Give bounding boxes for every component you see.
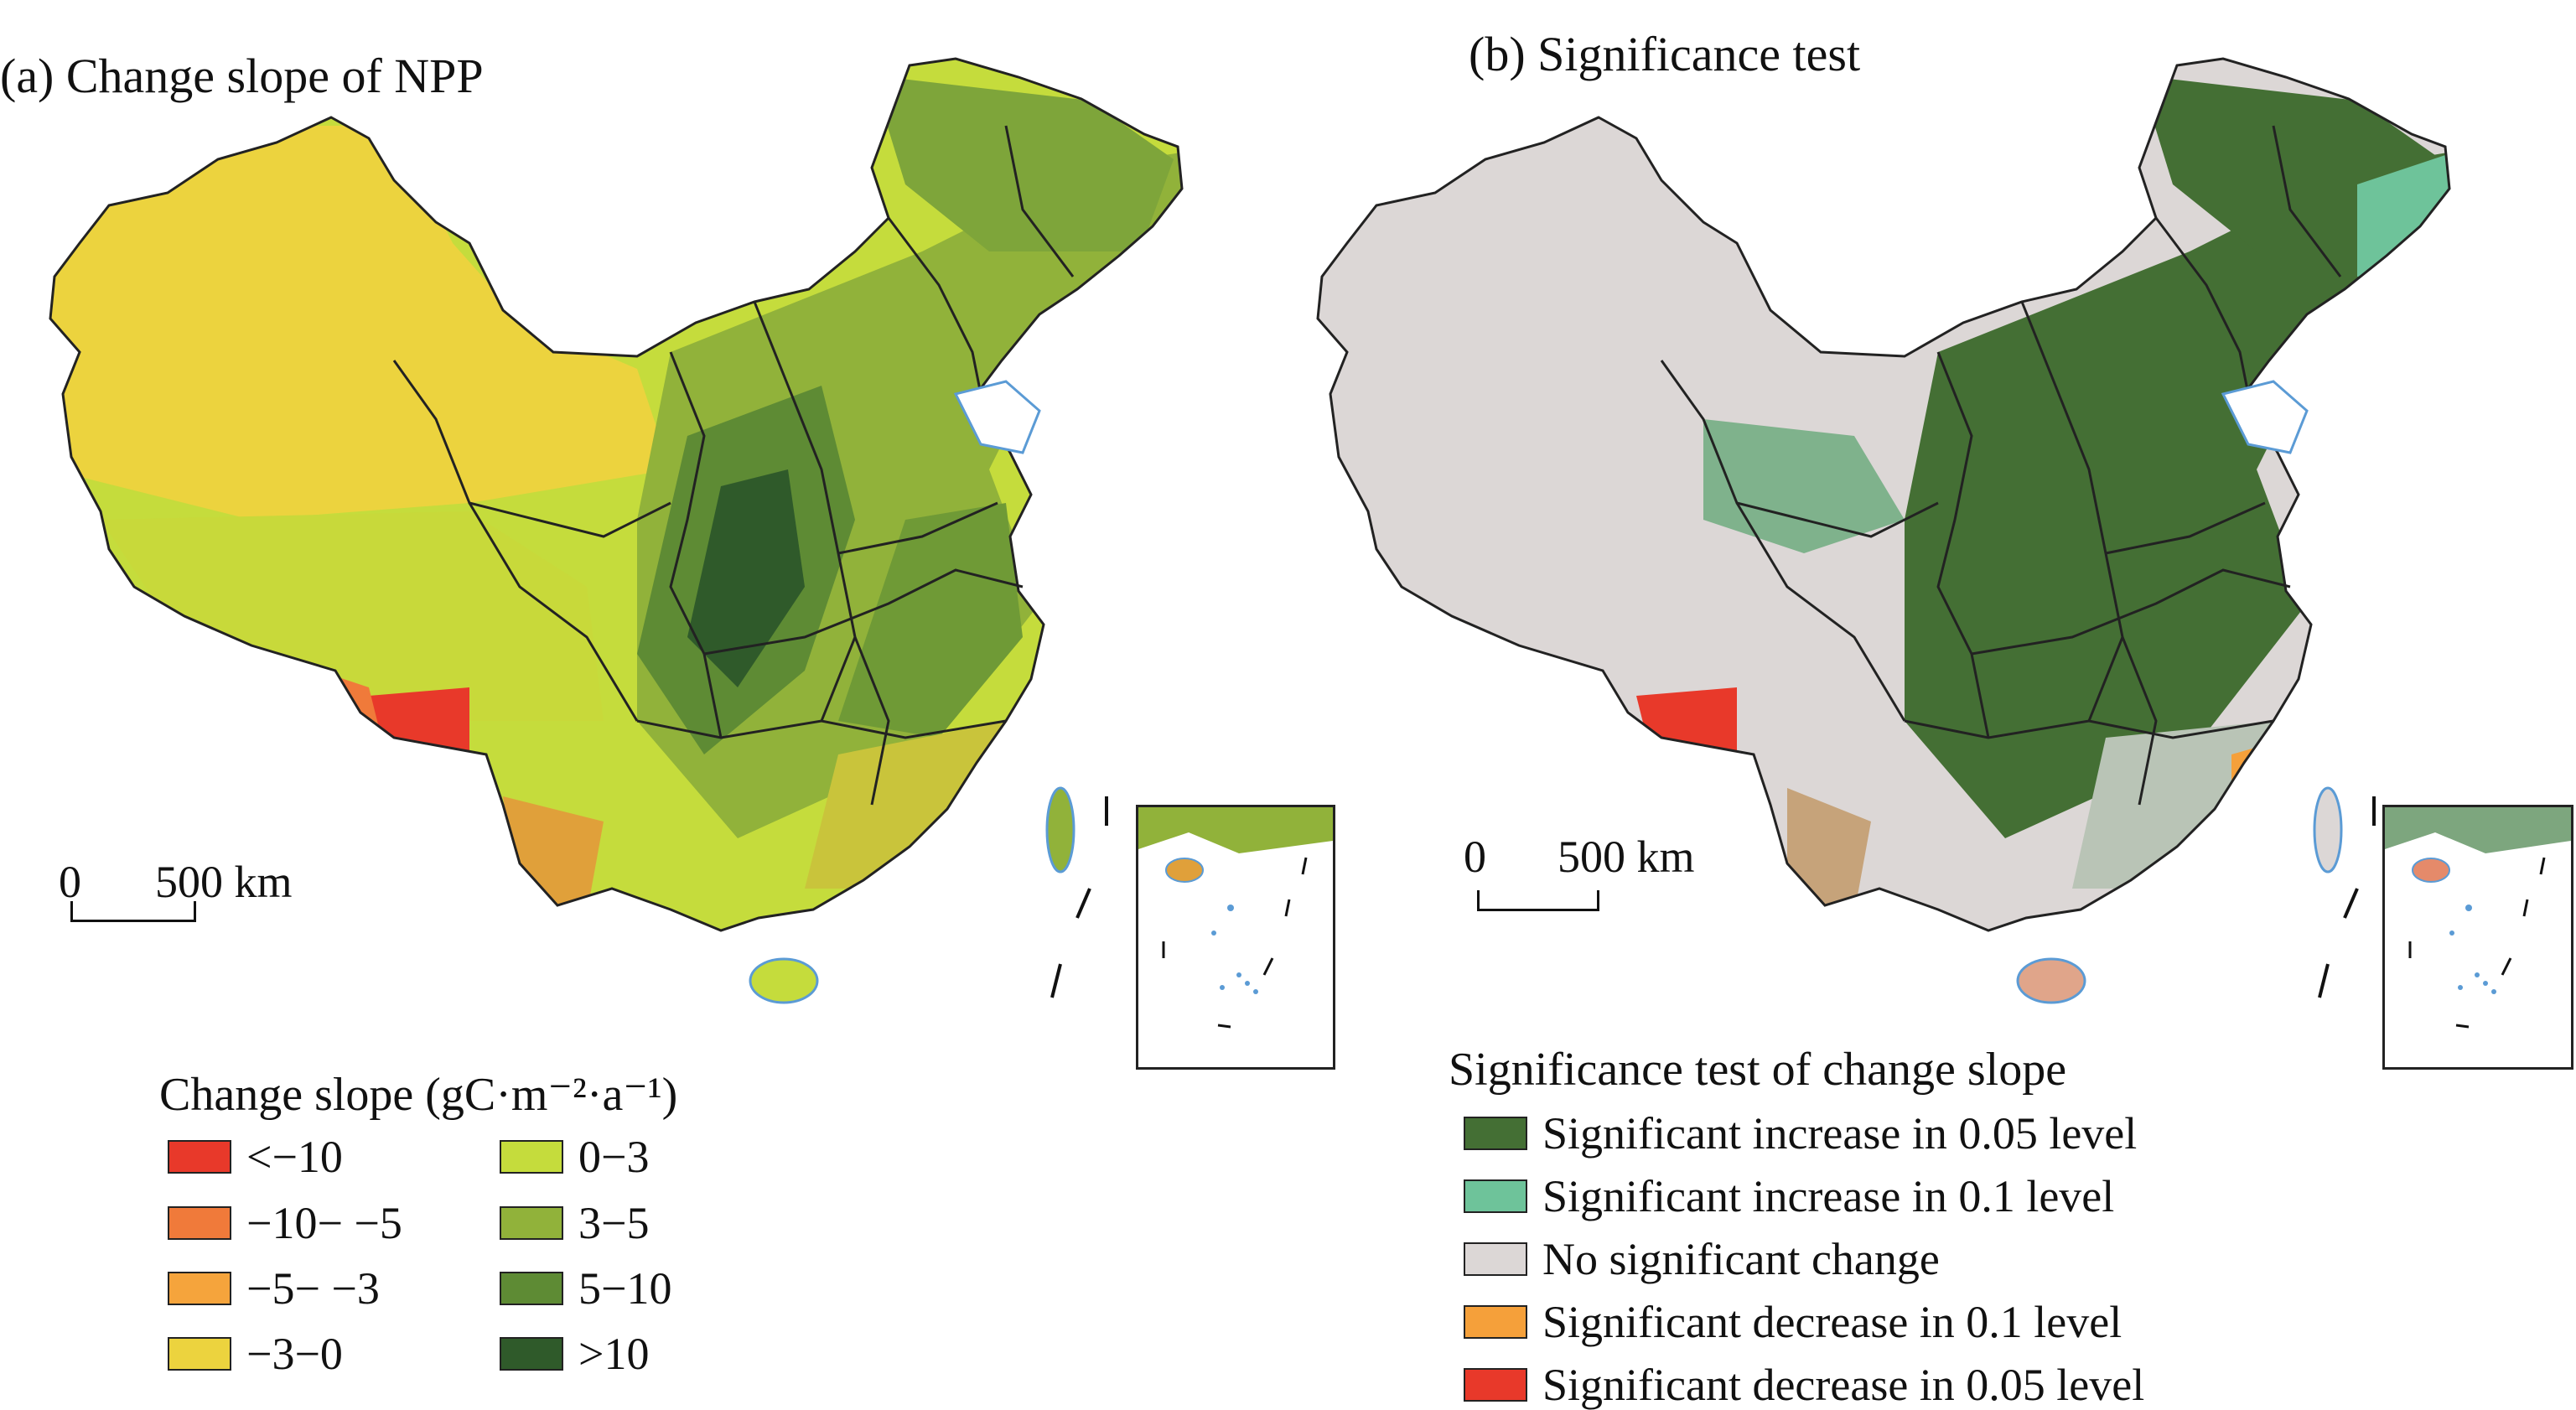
panel-a-legend-item: <−10: [168, 1134, 343, 1179]
panel-a-legend-label: <−10: [246, 1132, 343, 1182]
panel-a-scale-distance: 500 km: [155, 857, 293, 907]
panel-a-legend-swatch: [168, 1140, 231, 1174]
panel-a-scale-bar: [70, 901, 196, 922]
panel-b-legend-item: Significant increase in 0.1 level: [1464, 1174, 2114, 1219]
panel-b-scale-bar: [1477, 890, 1599, 911]
npp-slope-map: [49, 57, 1184, 1004]
panel-a-legend-swatch: [168, 1206, 231, 1240]
panel-b-legend-swatch: [1464, 1368, 1527, 1402]
panel-b-title: (b) Significance test: [1469, 27, 1861, 81]
panel-a-scale-zero: 0: [59, 857, 81, 907]
panel-a-legend-item: 5−10: [500, 1266, 671, 1311]
panel-a-legend-item: −5− −3: [168, 1266, 380, 1311]
panel-a-legend-swatch: [500, 1206, 563, 1240]
panel-a-south-china-sea-inset: [1136, 805, 1335, 1070]
panel-a-legend-swatch: [500, 1140, 563, 1174]
panel-b-legend-label: Significant decrease in 0.1 level: [1542, 1297, 2122, 1347]
panel-b-legend-label: Significant decrease in 0.05 level: [1542, 1360, 2145, 1410]
panel-b-legend-item: Significant decrease in 0.05 level: [1464, 1362, 2144, 1407]
panel-b-legend-swatch: [1464, 1242, 1527, 1276]
panel-a-legend-label: 0−3: [578, 1132, 650, 1182]
panel-a-legend-swatch: [500, 1272, 563, 1305]
panel-a-title: (a) Change slope of NPP: [0, 49, 484, 103]
panel-a-legend-item: −10− −5: [168, 1200, 402, 1246]
panel-b-legend-item: Significant increase in 0.05 level: [1464, 1111, 2137, 1156]
panel-b-scale-zero: 0: [1464, 832, 1486, 882]
panel-a-legend-label: −5− −3: [246, 1263, 380, 1314]
panel-b-scale-distance: 500 km: [1558, 832, 1695, 882]
panel-a-legend-label: −3−0: [246, 1329, 343, 1379]
significance-map: [1316, 57, 2451, 1004]
panel-a-legend-title: Change slope (gC·m⁻²·a⁻¹): [159, 1069, 678, 1121]
panel-b-legend-swatch: [1464, 1117, 1527, 1150]
panel-a-legend-swatch: [500, 1337, 563, 1371]
panel-b-legend-label: No significant change: [1542, 1234, 1940, 1284]
panel-b-legend-title: Significance test of change slope: [1449, 1044, 2067, 1096]
panel-b-south-china-sea-inset: [2382, 805, 2573, 1070]
panel-a-legend-swatch: [168, 1337, 231, 1371]
panel-b-legend-swatch: [1464, 1305, 1527, 1339]
panel-a-legend-item: 0−3: [500, 1134, 649, 1179]
panel-a-legend-item: >10: [500, 1331, 649, 1376]
panel-a-legend-swatch: [168, 1272, 231, 1305]
panel-a-legend-item: −3−0: [168, 1331, 343, 1376]
panel-a-legend-label: 5−10: [578, 1263, 672, 1314]
panel-a-legend-item: 3−5: [500, 1200, 649, 1246]
panel-b-legend-item: No significant change: [1464, 1236, 1940, 1282]
panel-b-legend-item: Significant decrease in 0.1 level: [1464, 1299, 2122, 1345]
panel-a-legend-label: 3−5: [578, 1198, 650, 1248]
panel-b-legend-label: Significant increase in 0.05 level: [1542, 1108, 2138, 1159]
panel-a-legend-label: −10− −5: [246, 1198, 402, 1248]
panel-b-legend-label: Significant increase in 0.1 level: [1542, 1171, 2115, 1221]
panel-b-legend-swatch: [1464, 1179, 1527, 1213]
panel-a-legend-label: >10: [578, 1329, 650, 1379]
